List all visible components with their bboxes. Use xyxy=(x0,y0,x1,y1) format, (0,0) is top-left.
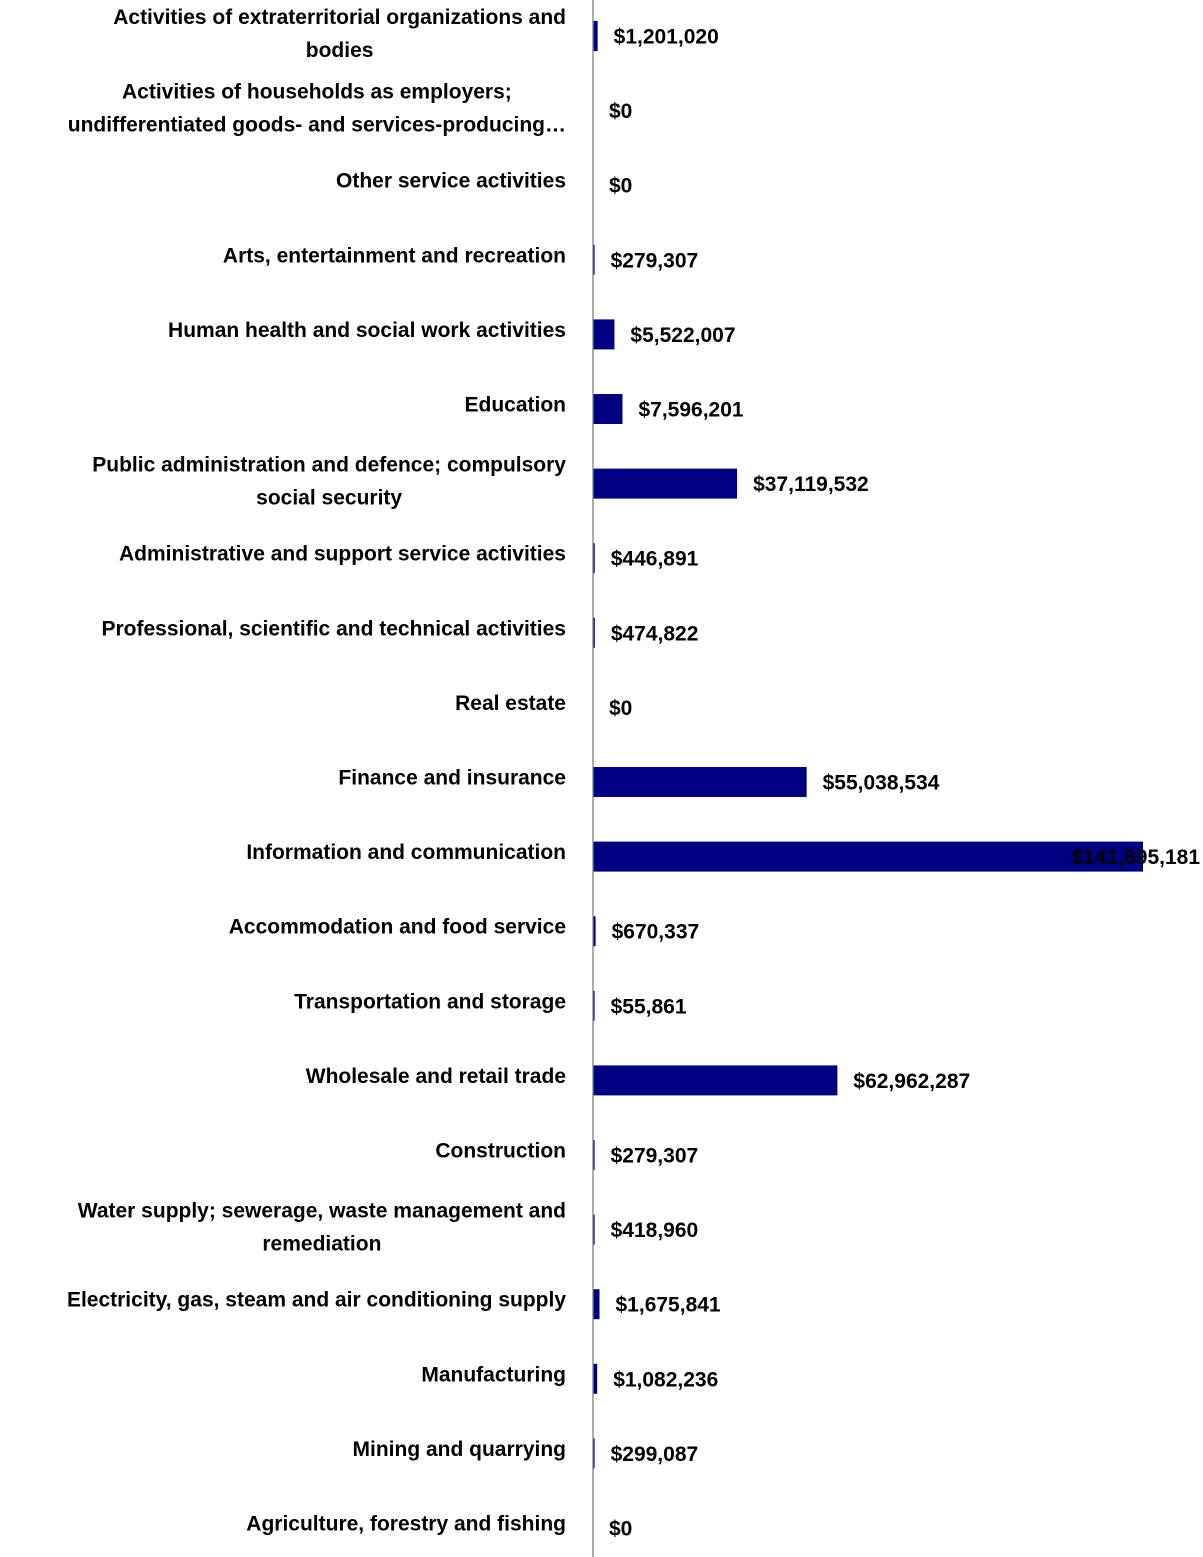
category-label-line: Arts, entertainment and recreation xyxy=(223,244,566,267)
category-label-line: Human health and social work activities xyxy=(168,319,566,342)
category-label: Mining and quarrying xyxy=(353,1438,567,1461)
category-label: Public administration and defence; compu… xyxy=(92,454,566,510)
category-label-line: Real estate xyxy=(455,692,566,715)
category-label: Electricity, gas, steam and air conditio… xyxy=(67,1289,566,1312)
bar xyxy=(593,1065,838,1096)
category-label-line: Professional, scientific and technical a… xyxy=(101,617,566,640)
bar xyxy=(593,244,595,275)
bar xyxy=(593,617,595,648)
bar xyxy=(593,394,623,424)
bar xyxy=(593,21,598,51)
category-label-line: bodies xyxy=(306,39,374,62)
category-label: Other service activities xyxy=(336,170,566,193)
data-label: $55,038,534 xyxy=(823,772,940,795)
data-label: $7,596,201 xyxy=(638,399,743,422)
data-label: $62,962,287 xyxy=(853,1070,970,1093)
category-label-line: Administrative and support service activ… xyxy=(119,543,566,566)
bar xyxy=(593,990,595,1021)
data-label: $0 xyxy=(609,697,632,720)
data-label: $279,307 xyxy=(611,1145,699,1168)
bars-group xyxy=(593,21,1143,1469)
bar xyxy=(593,1289,600,1320)
category-label: Activities of extraterritorial organizat… xyxy=(113,6,566,62)
category-label-line: Construction xyxy=(435,1140,566,1163)
category-label-line: Activities of extraterritorial organizat… xyxy=(113,6,566,29)
bar xyxy=(593,468,738,499)
category-label: Real estate xyxy=(455,692,566,715)
category-label-line: Finance and insurance xyxy=(338,767,566,790)
bar xyxy=(593,319,615,350)
category-label: Professional, scientific and technical a… xyxy=(101,617,566,640)
category-label-line: Transportation and storage xyxy=(294,990,566,1013)
data-label: $0 xyxy=(609,100,632,123)
category-label-line: Manufacturing xyxy=(421,1363,566,1386)
bar xyxy=(593,767,807,797)
category-label: Accommodation and food service xyxy=(229,916,566,939)
data-label: $1,675,841 xyxy=(616,1294,721,1317)
category-label: Human health and social work activities xyxy=(168,319,566,342)
bar xyxy=(593,543,595,574)
data-label: $670,337 xyxy=(612,921,700,944)
data-labels-group: $1,201,020 $0 $0 $279,307 $5,522,007 $7,596,2… xyxy=(609,26,1200,1541)
bar xyxy=(593,841,1143,872)
category-label: Finance and insurance xyxy=(338,767,566,790)
data-label: $299,087 xyxy=(611,1443,699,1466)
category-label-line: social security xyxy=(256,487,402,510)
category-label-line: Accommodation and food service xyxy=(229,916,566,939)
category-label: Agriculture, forestry and fishing xyxy=(246,1513,566,1536)
data-label: $1,201,020 xyxy=(614,26,719,49)
data-label: $418,960 xyxy=(611,1219,699,1242)
category-label: Water supply; sewerage, waste management… xyxy=(78,1200,566,1256)
category-label-line: Water supply; sewerage, waste management… xyxy=(78,1200,566,1223)
category-label-line: Other service activities xyxy=(336,170,566,193)
bar xyxy=(593,916,596,947)
category-label: Arts, entertainment and recreation xyxy=(223,244,566,267)
data-label: $141,695,181 xyxy=(1072,846,1201,869)
category-label-line: Wholesale and retail trade xyxy=(306,1065,566,1088)
category-label: Construction xyxy=(435,1140,566,1163)
category-label-line: Activities of households as employers; xyxy=(122,81,512,104)
data-label: $279,307 xyxy=(611,249,699,272)
category-label-line: remediation xyxy=(262,1233,381,1256)
data-label: $55,861 xyxy=(611,995,687,1018)
category-label-line: Agriculture, forestry and fishing xyxy=(246,1513,566,1536)
category-label: Manufacturing xyxy=(421,1363,566,1386)
data-label: $0 xyxy=(609,1518,632,1541)
category-label-line: undifferentiated goods- and services-pro… xyxy=(68,114,566,137)
category-label-line: Mining and quarrying xyxy=(353,1438,567,1461)
category-label: Administrative and support service activ… xyxy=(119,543,566,566)
category-labels-group: Activities of extraterritorial organizat… xyxy=(67,6,566,1536)
bar xyxy=(593,1363,598,1394)
category-label-line: Electricity, gas, steam and air conditio… xyxy=(67,1289,566,1312)
category-label-line: Information and communication xyxy=(246,841,566,864)
data-label: $474,822 xyxy=(611,622,699,645)
data-label: $0 xyxy=(609,175,632,198)
category-label: Education xyxy=(464,394,566,417)
category-label: Transportation and storage xyxy=(294,990,566,1013)
category-label: Information and communication xyxy=(246,841,566,864)
bar xyxy=(593,1140,595,1170)
bar xyxy=(593,1438,595,1469)
category-label-line: Education xyxy=(464,394,566,417)
category-label: Activities of households as employers; un… xyxy=(68,81,566,137)
bar xyxy=(593,1214,595,1245)
category-label: Wholesale and retail trade xyxy=(306,1065,566,1088)
data-label: $37,119,532 xyxy=(753,473,869,496)
data-label: $1,082,236 xyxy=(613,1368,718,1391)
data-label: $5,522,007 xyxy=(630,324,735,347)
category-label-line: Public administration and defence; compu… xyxy=(92,454,566,477)
data-label: $446,891 xyxy=(611,548,699,571)
